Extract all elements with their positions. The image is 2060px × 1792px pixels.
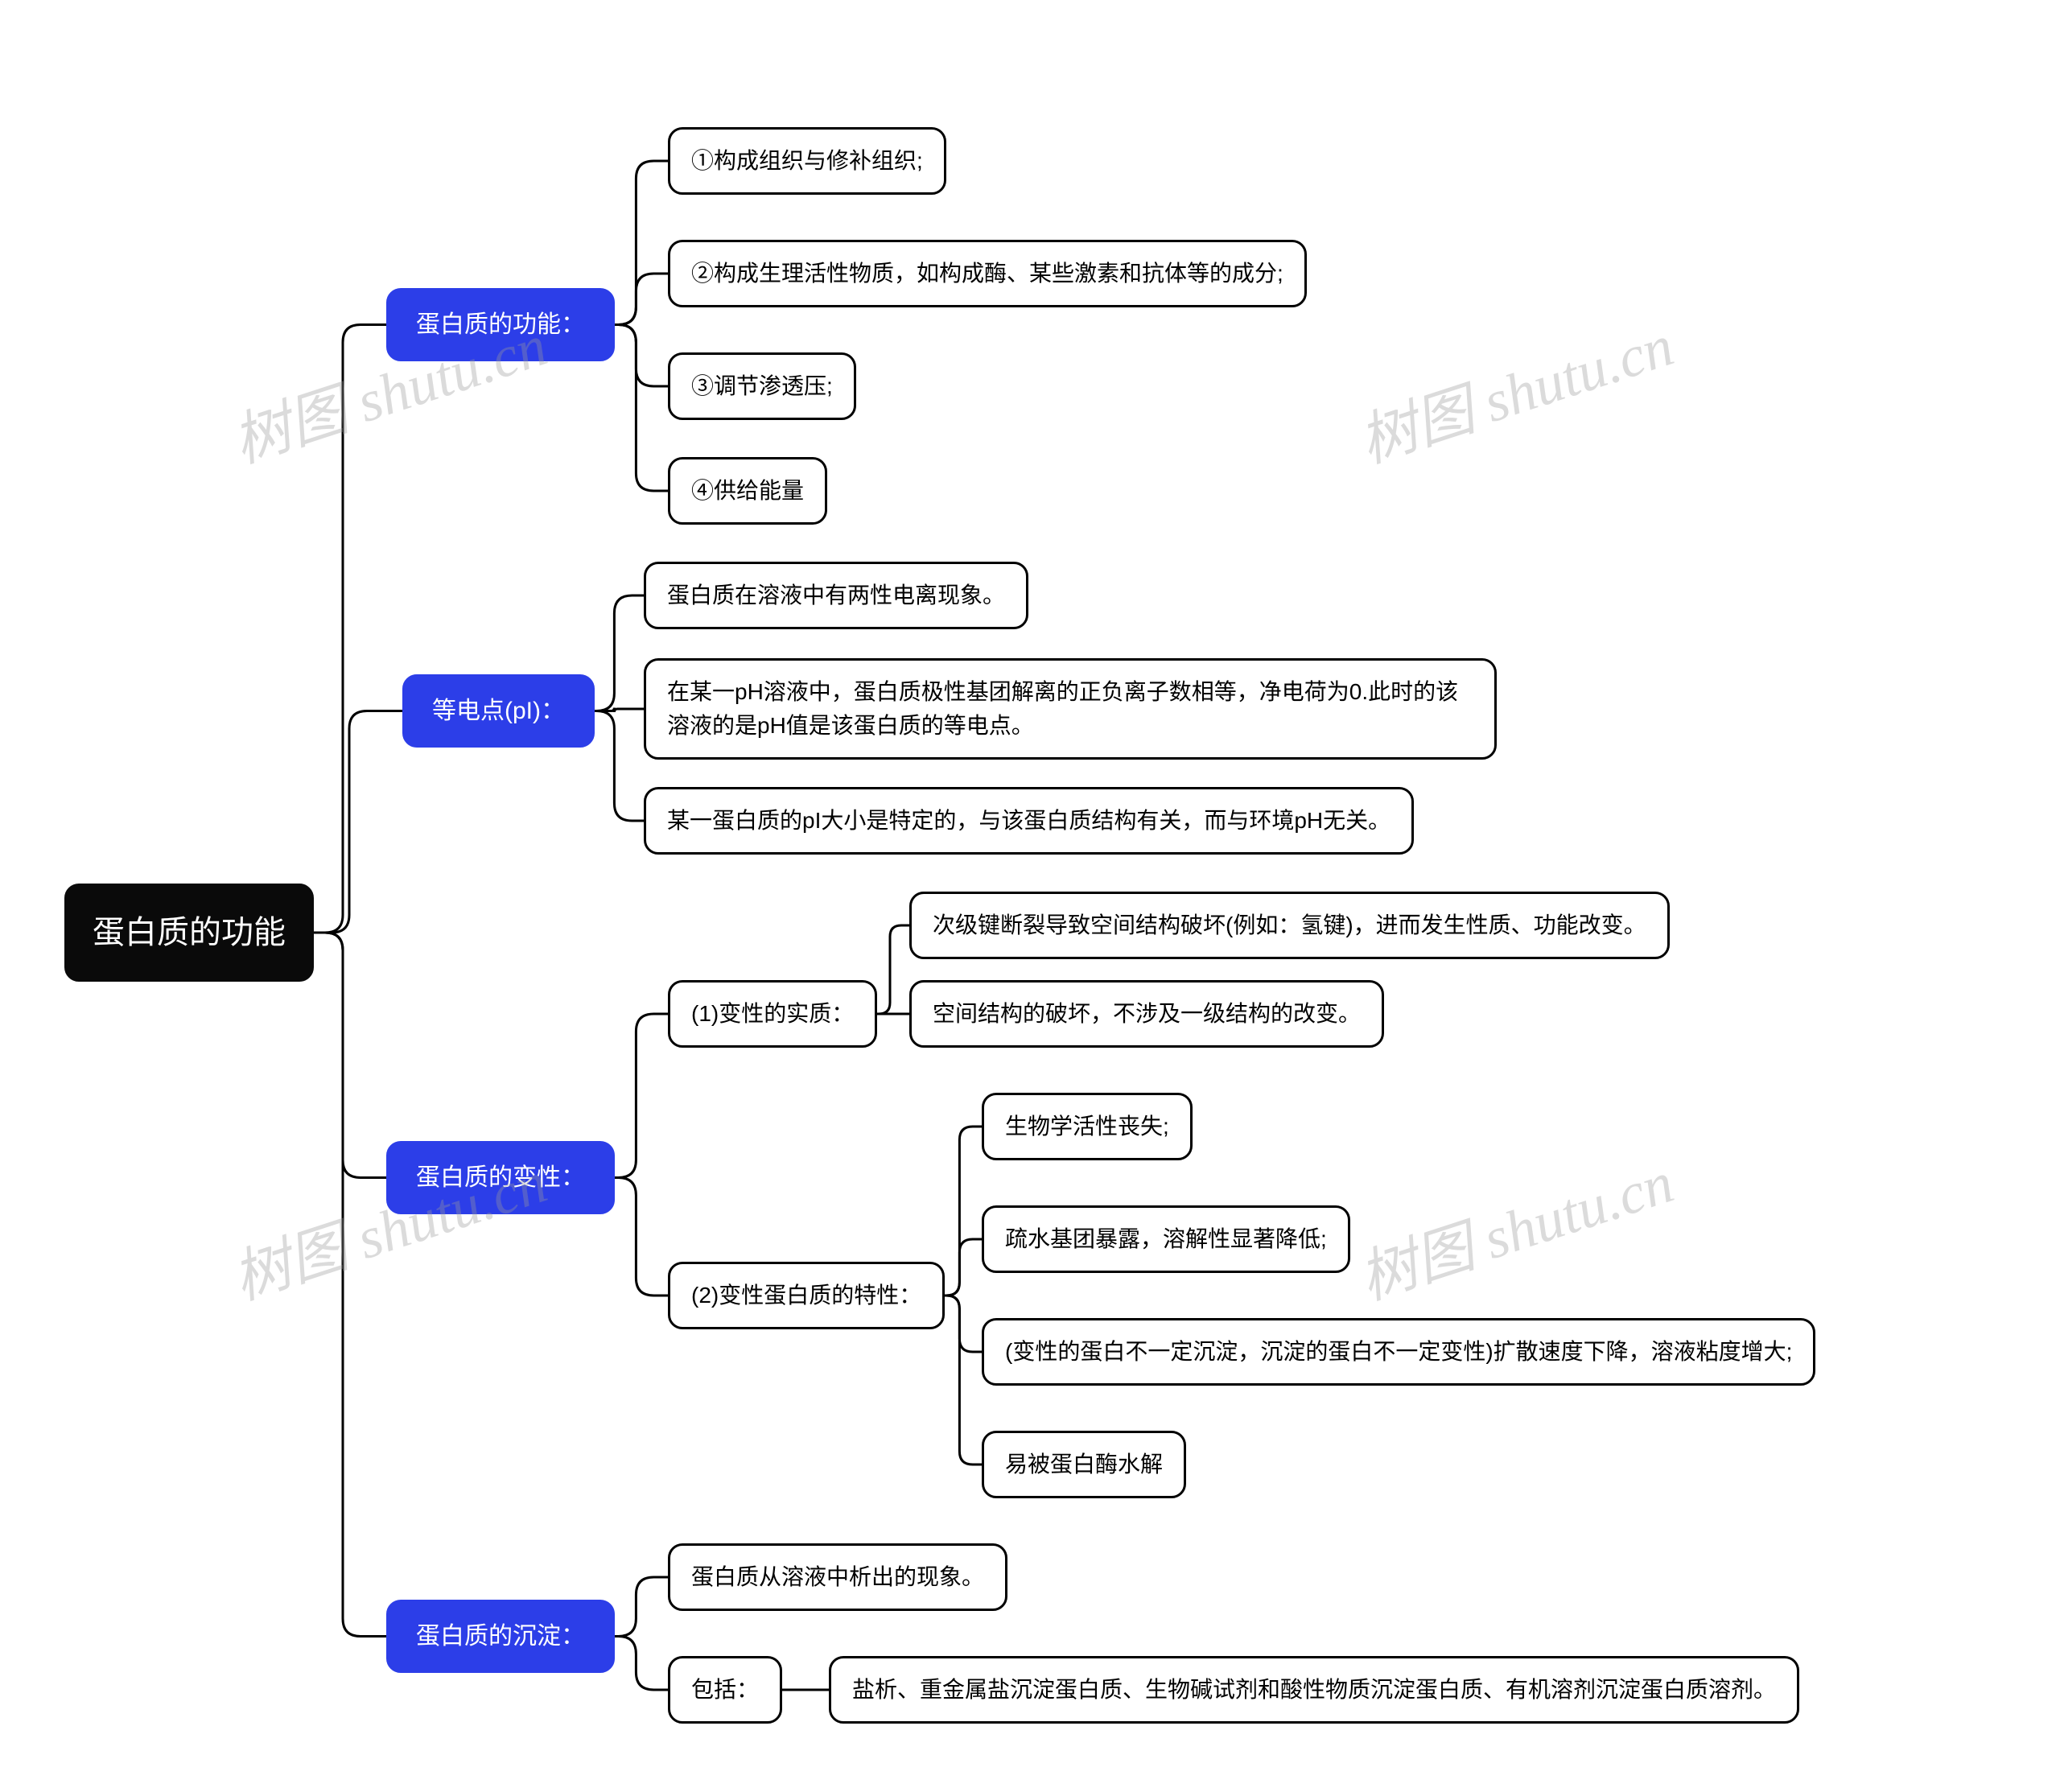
- mindmap-node: ④供给能量: [668, 457, 827, 525]
- mindmap-node: 在某一pH溶液中，蛋白质极性基团解离的正负离子数相等，净电荷为0.此时的该溶液的…: [644, 658, 1497, 760]
- edge: [877, 925, 909, 1014]
- mindmap-node: 等电点(pI)：: [402, 674, 595, 748]
- edge: [314, 933, 386, 1637]
- mindmap-node: (1)变性的实质：: [668, 980, 877, 1048]
- edge: [595, 711, 644, 822]
- edge: [615, 1577, 668, 1637]
- edge: [595, 595, 644, 711]
- mindmap-node: 蛋白质的变性：: [386, 1141, 615, 1214]
- edge: [314, 933, 386, 1178]
- edge: [615, 1637, 668, 1691]
- edge: [615, 161, 668, 325]
- mindmap-node: (2)变性蛋白质的特性：: [668, 1262, 945, 1329]
- edge: [615, 325, 668, 492]
- edge: [945, 1296, 982, 1464]
- mindmap-node: 空间结构的破坏，不涉及一级结构的改变。: [909, 980, 1384, 1048]
- mindmap-node: 包括：: [668, 1656, 782, 1724]
- mindmap-node: 蛋白质的沉淀：: [386, 1600, 615, 1673]
- mindmap-node: 生物学活性丧失;: [982, 1093, 1193, 1160]
- edge: [615, 274, 668, 325]
- mindmap-node: 盐析、重金属盐沉淀蛋白质、生物碱试剂和酸性物质沉淀蛋白质、有机溶剂沉淀蛋白质溶剂…: [829, 1656, 1799, 1724]
- mindmap-node: 蛋白质在溶液中有两性电离现象。: [644, 562, 1028, 629]
- mindmap-node: ②构成生理活性物质，如构成酶、某些激素和抗体等的成分;: [668, 240, 1307, 307]
- edge: [615, 1014, 668, 1178]
- edge: [945, 1296, 982, 1352]
- watermark: 树图 shutu.cn: [1347, 1135, 1683, 1316]
- edge: [615, 1178, 668, 1296]
- edge: [314, 325, 386, 933]
- watermark: 树图 shutu.cn: [1347, 298, 1683, 479]
- mindmap-node: 疏水基团暴露，溶解性显著降低;: [982, 1205, 1350, 1273]
- mindmap-node: 某一蛋白质的pI大小是特定的，与该蛋白质结构有关，而与环境pH无关。: [644, 787, 1414, 855]
- edge: [615, 325, 668, 387]
- mindmap-node: 次级键断裂导致空间结构破坏(例如：氢键)，进而发生性质、功能改变。: [909, 892, 1670, 959]
- mindmap-node: ①构成组织与修补组织;: [668, 127, 946, 195]
- edge: [595, 708, 644, 713]
- mindmap-node: ③调节渗透压;: [668, 352, 856, 420]
- mindmap-node: (变性的蛋白不一定沉淀，沉淀的蛋白不一定变性)扩散速度下降，溶液粘度增大;: [982, 1318, 1815, 1386]
- mindmap-node: 蛋白质的功能: [64, 884, 314, 982]
- mindmap-node: 蛋白质从溶液中析出的现象。: [668, 1543, 1007, 1611]
- mindmap-node: 易被蛋白酶水解: [982, 1431, 1186, 1498]
- edge: [945, 1239, 982, 1296]
- mindmap-node: 蛋白质的功能：: [386, 288, 615, 361]
- edge: [314, 711, 402, 933]
- edge: [945, 1127, 982, 1296]
